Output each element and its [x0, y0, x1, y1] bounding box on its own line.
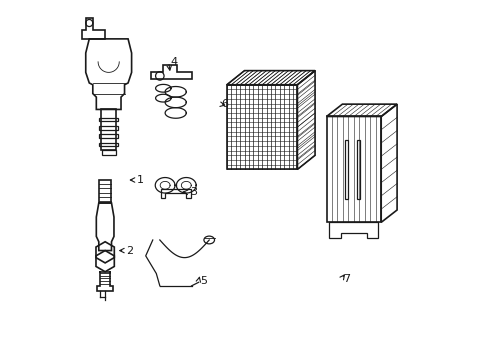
Text: 1: 1 — [137, 175, 143, 185]
Bar — [99, 143, 118, 147]
Bar — [326, 117, 381, 222]
Bar — [357, 140, 360, 198]
Bar — [102, 150, 116, 155]
Text: 6: 6 — [221, 99, 228, 109]
Text: 5: 5 — [200, 275, 207, 285]
Bar — [99, 118, 118, 121]
Text: 4: 4 — [170, 57, 177, 67]
Bar — [99, 126, 118, 130]
Bar — [99, 180, 111, 203]
Bar — [345, 140, 347, 198]
Bar — [226, 85, 297, 170]
Bar — [99, 135, 118, 138]
Bar — [101, 109, 116, 150]
Text: 3: 3 — [189, 187, 196, 197]
Text: 2: 2 — [126, 246, 133, 256]
Text: 7: 7 — [343, 274, 350, 284]
